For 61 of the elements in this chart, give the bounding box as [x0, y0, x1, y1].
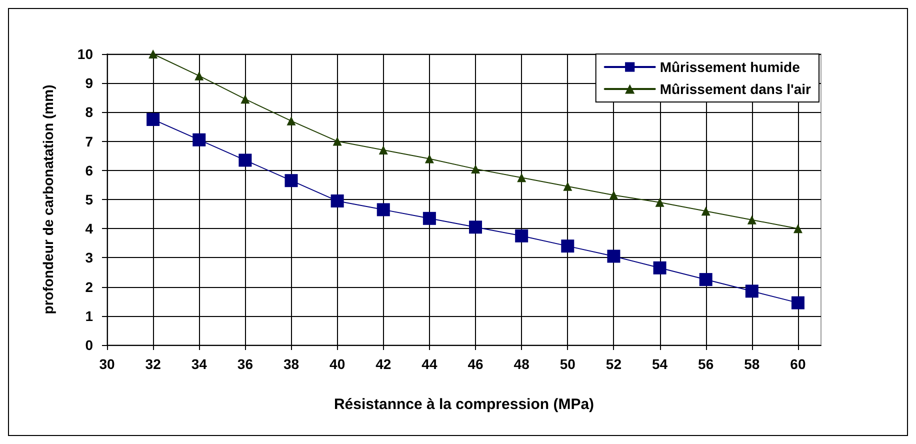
y-tick-label: 6: [85, 162, 94, 178]
point: [655, 198, 664, 207]
point: [286, 116, 296, 126]
point: [699, 273, 712, 286]
point: [146, 112, 160, 126]
point: [240, 94, 250, 104]
y-tick-label: 5: [85, 192, 94, 208]
point: [471, 164, 480, 174]
x-tick-label: 34: [191, 356, 208, 372]
point: [424, 154, 434, 164]
x-axis-title: Résistannce à la compression (MPa): [334, 396, 594, 413]
y-tick-label: 1: [85, 308, 94, 324]
point: [747, 215, 756, 224]
x-tick-label: 48: [514, 356, 530, 372]
point: [330, 194, 344, 208]
point: [563, 182, 572, 191]
x-tick-label: 58: [744, 356, 760, 372]
legend-label: Mûrissement dans l'air: [660, 81, 812, 97]
y-tick-label: 4: [85, 220, 94, 237]
point: [378, 146, 388, 155]
x-tick-label: 42: [376, 356, 392, 372]
point: [192, 133, 206, 146]
x-tick-label: 50: [560, 356, 576, 372]
y-axis-title: profondeur de carbonatation (mm): [40, 84, 56, 314]
legend-label: Mûrissement humide: [660, 59, 800, 75]
x-tick-label: 38: [283, 356, 300, 372]
y-tick-label: 0: [85, 337, 94, 353]
x-tick-label: 52: [606, 356, 622, 372]
point: [469, 220, 482, 234]
point: [194, 71, 204, 80]
x-tick-label: 46: [468, 356, 484, 372]
x-tick-label: 56: [698, 356, 714, 372]
x-tick-label: 30: [99, 356, 115, 372]
point: [793, 224, 802, 234]
point: [238, 154, 252, 167]
y-tick-label: 8: [85, 104, 94, 120]
y-tick-label: 7: [85, 133, 94, 150]
x-tick-label: 54: [652, 356, 668, 372]
point: [517, 173, 526, 182]
point: [561, 240, 574, 253]
point: [745, 284, 758, 298]
point: [332, 136, 342, 146]
y-tick-label: 3: [85, 250, 94, 266]
y-tick-label: 2: [85, 278, 94, 295]
x-tick-label: 44: [422, 356, 438, 372]
point: [701, 206, 710, 216]
x-tick-label: 60: [790, 356, 806, 372]
point: [148, 50, 158, 58]
y-tick-label: 10: [77, 46, 94, 62]
point: [607, 250, 620, 263]
x-tick-label: 36: [237, 356, 254, 372]
point: [653, 261, 666, 274]
point: [515, 229, 528, 242]
point: [376, 203, 390, 216]
x-tick-label: 32: [145, 356, 162, 372]
point: [609, 190, 618, 200]
x-tick-label: 40: [330, 356, 346, 372]
y-tick-label: 9: [85, 75, 94, 92]
point: [791, 296, 804, 310]
point: [284, 174, 298, 188]
point: [422, 212, 436, 225]
